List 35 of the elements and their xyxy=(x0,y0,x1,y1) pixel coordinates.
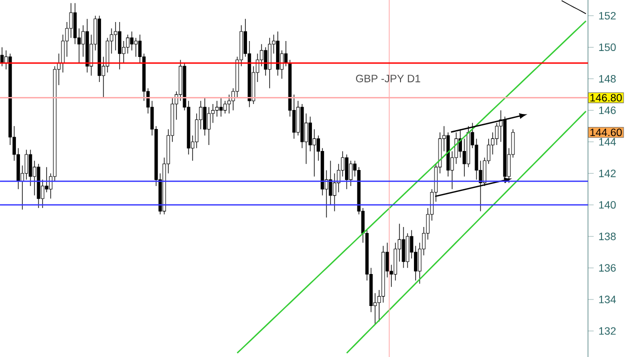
text: 144.60 xyxy=(590,128,622,136)
y-tick-label: 150 xyxy=(599,44,616,52)
candlestick xyxy=(402,226,406,268)
candlestick xyxy=(130,31,134,51)
y-tick-label: 138 xyxy=(599,232,616,240)
y-tick-label: 140 xyxy=(599,201,616,209)
ref-line-label: 146.80 xyxy=(590,94,622,102)
candlestick xyxy=(134,37,138,58)
candlestick xyxy=(126,34,130,54)
y-tick-label: 148 xyxy=(599,75,616,83)
y-tick-label: 136 xyxy=(599,264,616,272)
candlestick xyxy=(118,22,122,70)
candlestick xyxy=(0,46,4,67)
candlestick xyxy=(332,173,336,212)
y-tick-label: 152 xyxy=(599,12,616,20)
candlestick xyxy=(219,97,223,117)
candlestick xyxy=(349,160,352,186)
candlestick xyxy=(203,97,206,136)
y-tick-label: 132 xyxy=(599,327,616,335)
y-tick-label: 146 xyxy=(599,106,616,114)
candlestick xyxy=(284,40,288,67)
candlestick xyxy=(227,94,231,114)
candlestick xyxy=(264,46,268,76)
candlestick xyxy=(207,106,211,146)
candlestick xyxy=(24,149,28,180)
candlestick xyxy=(223,100,227,114)
candlestick xyxy=(215,100,219,117)
candlestick xyxy=(345,154,348,190)
y-tick-label: 144 xyxy=(599,138,616,146)
text: GBP -JPY D1 xyxy=(356,74,420,82)
candlestick xyxy=(28,149,32,186)
candlestick xyxy=(114,22,118,51)
y-tick-label: 134 xyxy=(599,296,616,304)
y-tick-label: 142 xyxy=(599,170,616,178)
candlestick xyxy=(308,116,312,152)
